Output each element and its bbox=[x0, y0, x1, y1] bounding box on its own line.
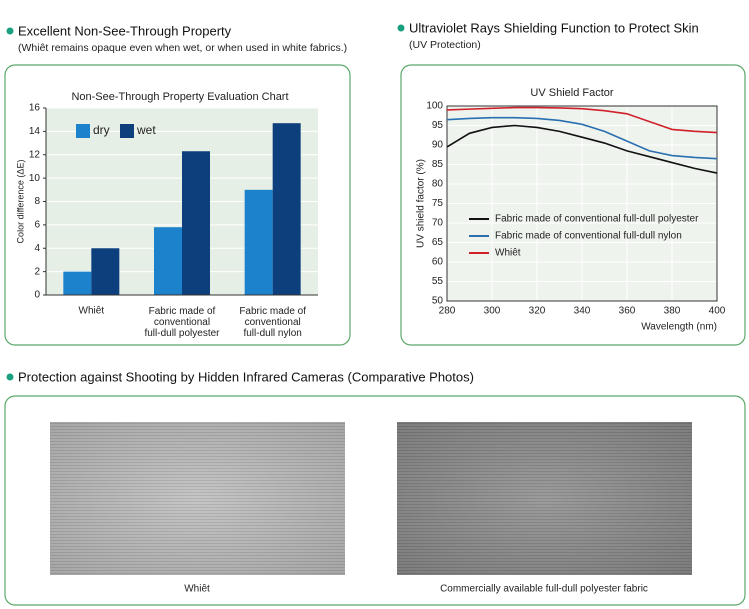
y-tick-label: 14 bbox=[29, 126, 41, 137]
y-tick-label: 70 bbox=[432, 218, 444, 229]
photo-caption: Whiêt bbox=[184, 584, 210, 595]
legend-label: wet bbox=[136, 123, 156, 137]
x-tick-label: 300 bbox=[484, 306, 501, 317]
section-subheading: (Whiêt remains opaque even when wet, or … bbox=[18, 42, 347, 54]
y-tick-label: 12 bbox=[29, 149, 41, 160]
x-tick-label: 280 bbox=[439, 306, 456, 317]
legend-label: Fabric made of conventional full-dull ny… bbox=[495, 231, 682, 242]
legend-swatch bbox=[76, 124, 90, 138]
section-heading: Excellent Non-See-Through Property bbox=[18, 23, 232, 38]
bar bbox=[182, 151, 210, 295]
y-tick-label: 55 bbox=[432, 276, 444, 287]
y-tick-label: 0 bbox=[34, 290, 40, 301]
legend-label: dry bbox=[93, 123, 110, 137]
legend-label: Whiêt bbox=[495, 248, 521, 259]
x-tick-label: 340 bbox=[574, 306, 591, 317]
bullet bbox=[6, 27, 14, 35]
section-heading: Protection against Shooting by Hidden In… bbox=[18, 369, 474, 384]
bar bbox=[63, 271, 92, 295]
x-tick-label: Fabric made of conventional full-dull nylo… bbox=[239, 306, 306, 339]
bullet bbox=[397, 24, 405, 32]
x-tick-label: 400 bbox=[709, 306, 726, 317]
y-tick-label: 2 bbox=[34, 266, 40, 277]
line bbox=[446, 124, 718, 174]
photo-shade bbox=[397, 422, 692, 575]
y-tick-label: 60 bbox=[432, 257, 444, 268]
y-tick-label: 80 bbox=[432, 179, 444, 190]
y-tick-label: 10 bbox=[29, 173, 41, 184]
chart-title: UV Shield Factor bbox=[530, 87, 613, 99]
x-tick-label: 380 bbox=[664, 306, 681, 317]
x-axis-label: Wavelength (nm) bbox=[641, 322, 717, 333]
x-tick-label: 320 bbox=[529, 306, 546, 317]
y-tick-label: 6 bbox=[34, 220, 40, 231]
photo-shade bbox=[50, 422, 345, 575]
y-tick-label: 75 bbox=[432, 198, 444, 209]
section-heading: Ultraviolet Rays Shielding Function to P… bbox=[409, 20, 699, 35]
y-tick-label: 95 bbox=[432, 120, 444, 131]
bar bbox=[154, 227, 182, 295]
y-tick-label: 50 bbox=[432, 296, 444, 307]
bar bbox=[91, 248, 120, 295]
bar bbox=[272, 123, 301, 295]
x-tick-label: Fabric made of conventional full-dull poly… bbox=[144, 306, 220, 339]
y-tick-label: 100 bbox=[426, 101, 443, 112]
line bbox=[446, 116, 718, 160]
y-axis-label: UV shield factor (%) bbox=[416, 159, 427, 248]
chart-title: Non-See-Through Property Evaluation Char… bbox=[71, 91, 288, 103]
y-tick-label: 16 bbox=[29, 103, 41, 114]
photo-caption: Commercially available full-dull polyest… bbox=[440, 584, 648, 595]
y-axis-label: Color difference (ΔE) bbox=[15, 160, 25, 244]
x-tick-label: Whiêt bbox=[79, 306, 105, 317]
bar bbox=[244, 189, 273, 295]
legend-label: Fabric made of conventional full-dull po… bbox=[495, 214, 699, 225]
y-tick-label: 85 bbox=[432, 159, 444, 170]
y-tick-label: 90 bbox=[432, 140, 444, 151]
section-subheading: (UV Protection) bbox=[409, 39, 481, 51]
x-tick-label: 360 bbox=[619, 306, 636, 317]
y-tick-label: 8 bbox=[34, 196, 40, 207]
line bbox=[446, 106, 718, 134]
plot-frame bbox=[446, 105, 718, 302]
y-tick-label: 4 bbox=[34, 243, 40, 254]
y-tick-label: 65 bbox=[432, 237, 444, 248]
bullet bbox=[6, 373, 14, 381]
legend-swatch bbox=[120, 124, 134, 138]
